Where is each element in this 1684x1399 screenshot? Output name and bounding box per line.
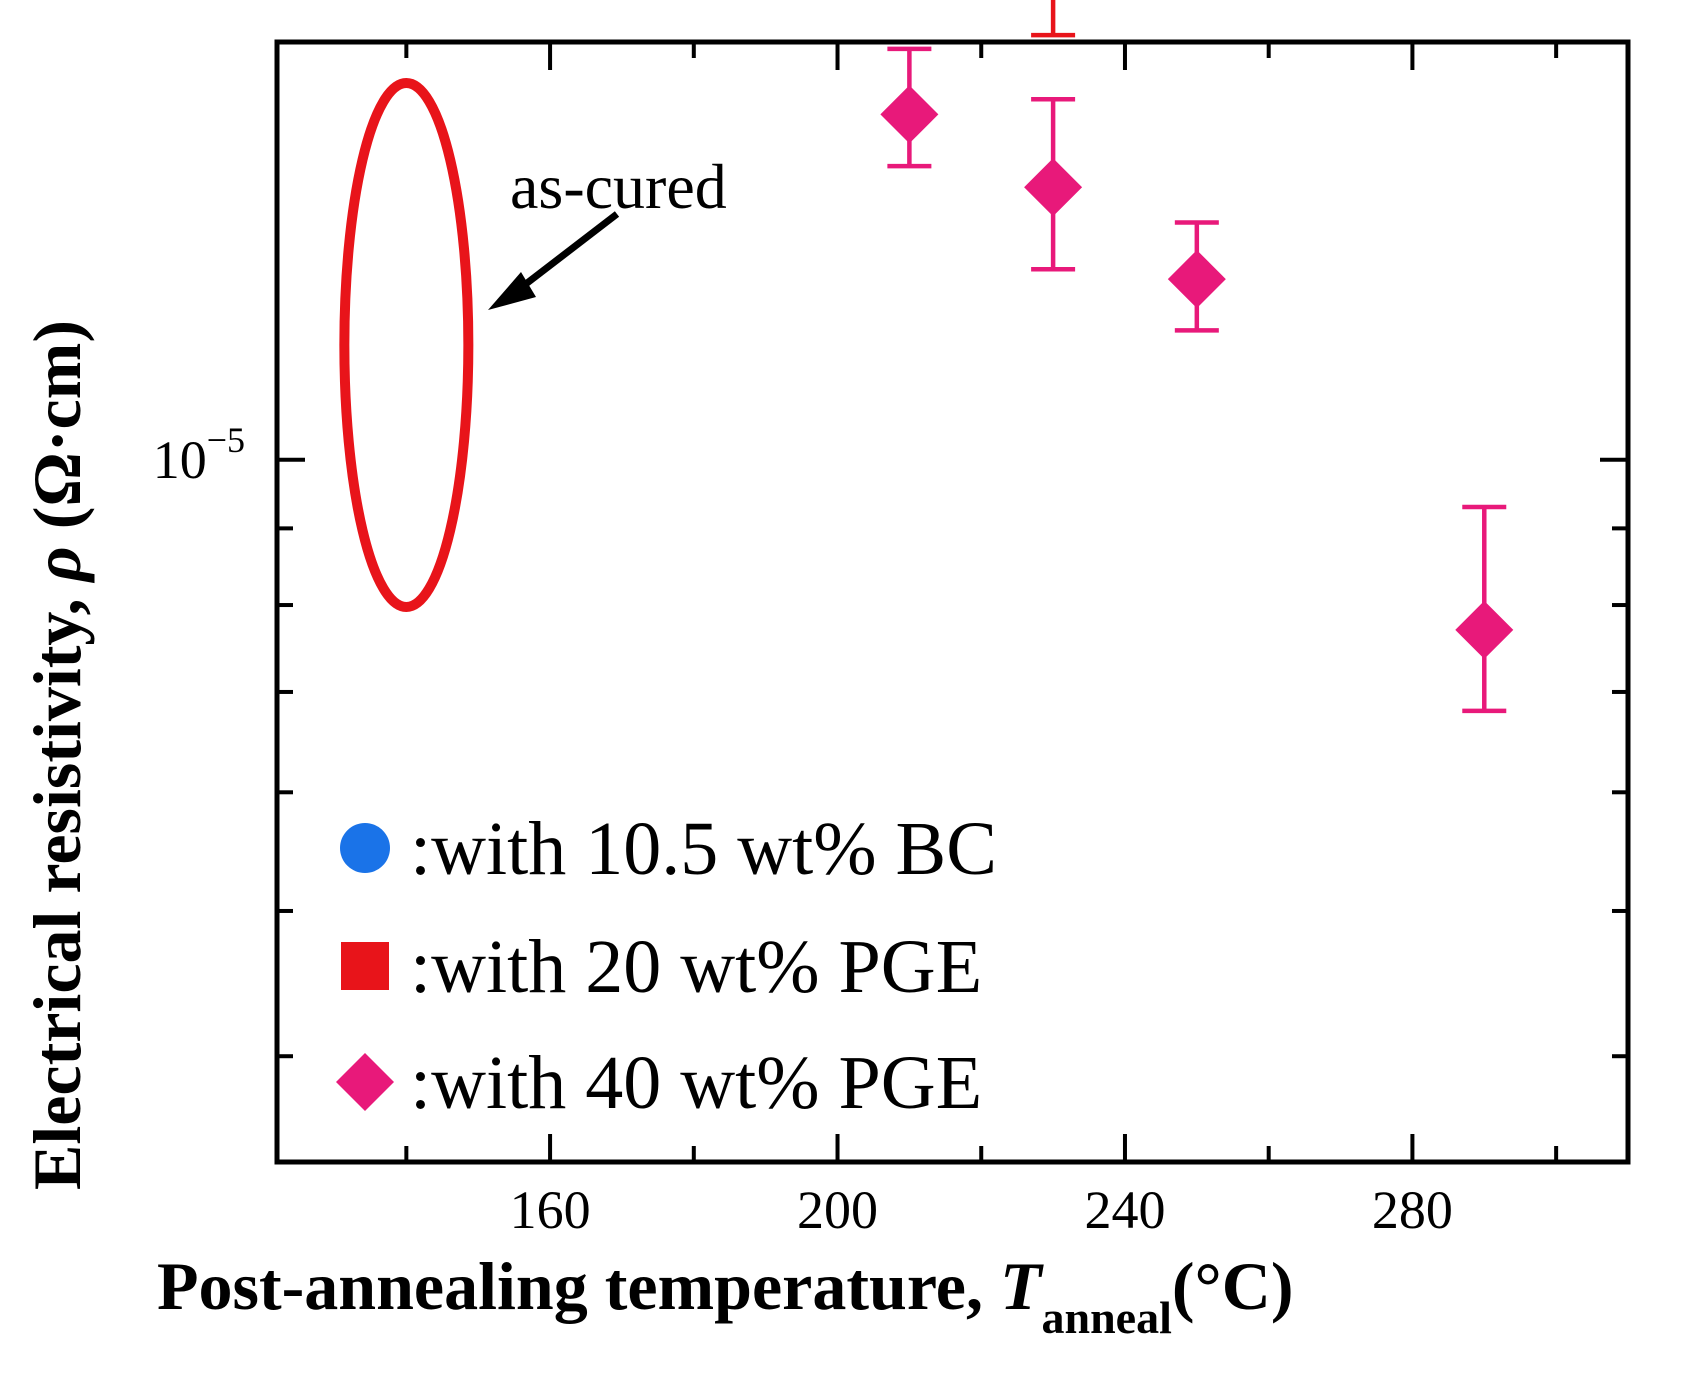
y-tick-label-base: 10 [153, 430, 207, 490]
y-tick-label: 10−5 [153, 420, 245, 490]
x-axis-title: Post-annealing temperature, Tanneal(°C) [157, 1248, 1293, 1343]
legend-label: :with 40 wt% PGE [410, 1041, 982, 1125]
y-axis-title-symbol: ρ [19, 546, 95, 583]
y-axis-title: Electrical resistivity, ρ (Ω·cm) [19, 320, 95, 1190]
annotation-arrow-shaft [515, 211, 620, 293]
series-square [1031, 0, 1076, 38]
legend-label: :with 10.5 wt% BC [410, 807, 997, 891]
annotation-layer: as-cured [339, 78, 727, 612]
data-point-diamond [880, 85, 939, 144]
x-axis-title-symbol: T [1000, 1248, 1044, 1324]
x-tick-label: 280 [1372, 1180, 1453, 1240]
x-tick-label: 200 [797, 1180, 878, 1240]
axis-ticks [277, 42, 1628, 1162]
legend-label: :with 20 wt% PGE [410, 925, 982, 1009]
legend-item: :with 40 wt% PGE [336, 1041, 982, 1125]
legend-marker-square [341, 942, 389, 990]
error-bar [1031, 0, 1076, 38]
x-axis-title-main: Post-annealing temperature, [157, 1248, 1000, 1324]
data-point-diamond [1455, 600, 1514, 659]
annotation-label: as-cured [510, 151, 727, 222]
annotation-arrowhead [488, 272, 536, 310]
y-axis-title-main: Electrical resistivity, [19, 581, 95, 1190]
plot-border [274, 39, 1631, 1165]
legend-item: :with 20 wt% PGE [341, 925, 982, 1009]
plot-frame [274, 39, 1631, 1165]
series-diamond [880, 46, 1514, 714]
x-axis-title-unit: (°C) [1172, 1248, 1294, 1324]
legend: :with 10.5 wt% BC :with 20 wt% PGE :with 4… [336, 807, 997, 1125]
x-axis-title-subscript: anneal [1042, 1292, 1172, 1343]
axis-titles: Post-annealing temperature, Tanneal(°C) … [19, 320, 1293, 1343]
legend-item: :with 10.5 wt% BC [340, 807, 997, 891]
as-cured-highlight-ellipse [339, 78, 474, 612]
data-point-diamond [1167, 250, 1226, 309]
series-layer [880, 0, 1514, 714]
y-tick-labels: 10−410−5 [153, 420, 245, 490]
x-tick-label: 240 [1084, 1180, 1165, 1240]
legend-marker-diamond [336, 1053, 394, 1111]
y-axis-title-unit: (Ω·cm) [19, 320, 95, 546]
x-tick-labels: 160 200 240 280 [510, 1180, 1453, 1240]
data-point-diamond [1024, 158, 1083, 217]
legend-marker-circle [340, 823, 390, 873]
y-tick-label-exponent: −5 [207, 420, 245, 460]
x-tick-label: 160 [510, 1180, 591, 1240]
